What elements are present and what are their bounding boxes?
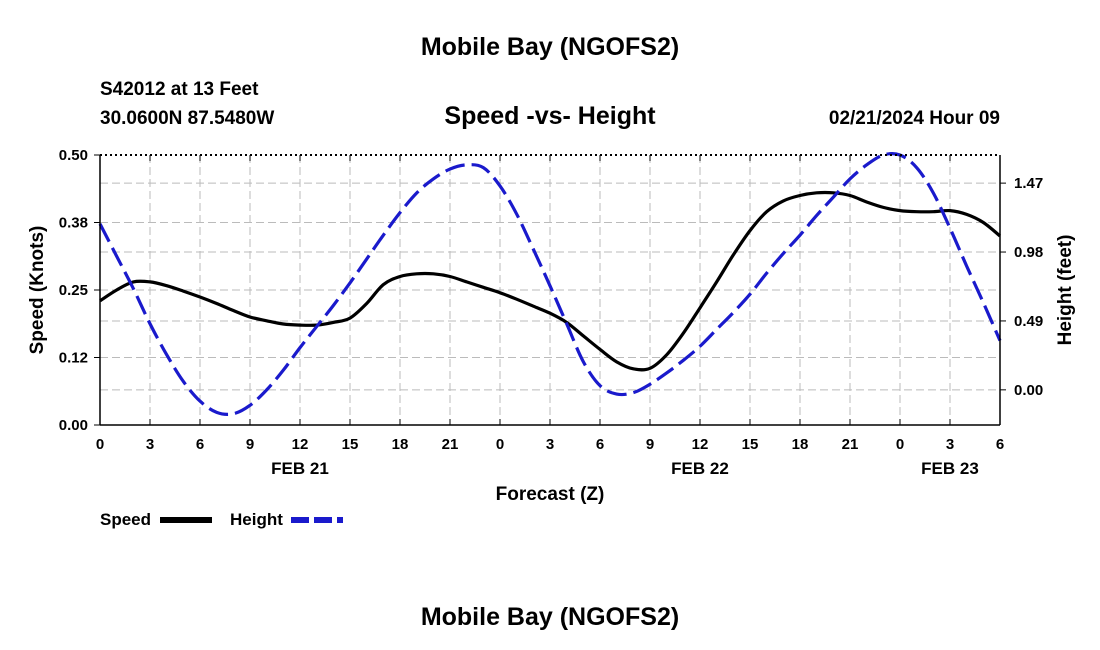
x-tick-label: 18: [392, 436, 409, 453]
x-tick-label: 12: [292, 436, 309, 453]
x-tick-label: 0: [496, 436, 504, 453]
x-tick-label: 9: [646, 436, 654, 453]
x-date-label: FEB 21: [271, 459, 329, 478]
y2-axis-title: Height (feet): [1055, 235, 1076, 346]
y-tick-label: 0.50: [59, 147, 88, 164]
x-tick-label: 0: [896, 436, 904, 453]
x-tick-label: 6: [596, 436, 604, 453]
x-tick-label: 21: [442, 436, 459, 453]
page-title: Mobile Bay (NGOFS2): [421, 33, 679, 61]
forecast-datetime: 02/21/2024 Hour 09: [829, 108, 1000, 129]
y-axis-title: Speed (Knots): [27, 226, 48, 355]
y-tick-label: 0.12: [59, 350, 88, 367]
tick-labels: 0 3 6 9 12 15 18 21 0 3 6 9 12 15 18 21 0 3 6 FEB 21 FEB 22 F…: [59, 147, 1043, 478]
y2-tick-label: 1.47: [1014, 175, 1043, 192]
y2-tick-label: 0.00: [1014, 382, 1043, 399]
x-date-label: FEB 23: [921, 459, 979, 478]
x-tick-label: 15: [742, 436, 759, 453]
chart-subtitle: Speed -vs- Height: [444, 102, 656, 130]
x-tick-label: 6: [196, 436, 204, 453]
x-tick-label: 3: [946, 436, 954, 453]
x-tick-label: 18: [792, 436, 809, 453]
legend-height-label: Height: [230, 510, 283, 529]
x-tick-label: 0: [96, 436, 104, 453]
y-tick-label: 0.25: [59, 282, 88, 299]
series-layer: [98, 151, 1002, 416]
x-tick-label: 3: [146, 436, 154, 453]
x-tick-label: 6: [996, 436, 1004, 453]
y-tick-label: 0.00: [59, 417, 88, 434]
x-tick-label: 3: [546, 436, 554, 453]
grid-lines: [100, 155, 1000, 425]
x-tick-label: 9: [246, 436, 254, 453]
x-date-label: FEB 22: [671, 459, 729, 478]
axes: [94, 154, 1006, 426]
legend: Speed Height: [100, 510, 343, 529]
x-tick-label: 15: [342, 436, 359, 453]
y2-tick-label: 0.98: [1014, 244, 1043, 261]
y2-tick-label: 0.49: [1014, 313, 1043, 330]
x-tick-label: 12: [692, 436, 709, 453]
x-axis-title: Forecast (Z): [496, 484, 605, 505]
y-tick-label: 0.38: [59, 215, 88, 232]
legend-speed-label: Speed: [100, 510, 151, 529]
station-coordinates: 30.0600N 87.5480W: [100, 108, 274, 129]
series-line-height: [98, 151, 1002, 416]
series-line-speed: [99, 190, 1002, 372]
x-tick-label: 21: [842, 436, 859, 453]
station-label: S42012 at 13 Feet: [100, 79, 259, 100]
footer-title: Mobile Bay (NGOFS2): [421, 603, 679, 631]
